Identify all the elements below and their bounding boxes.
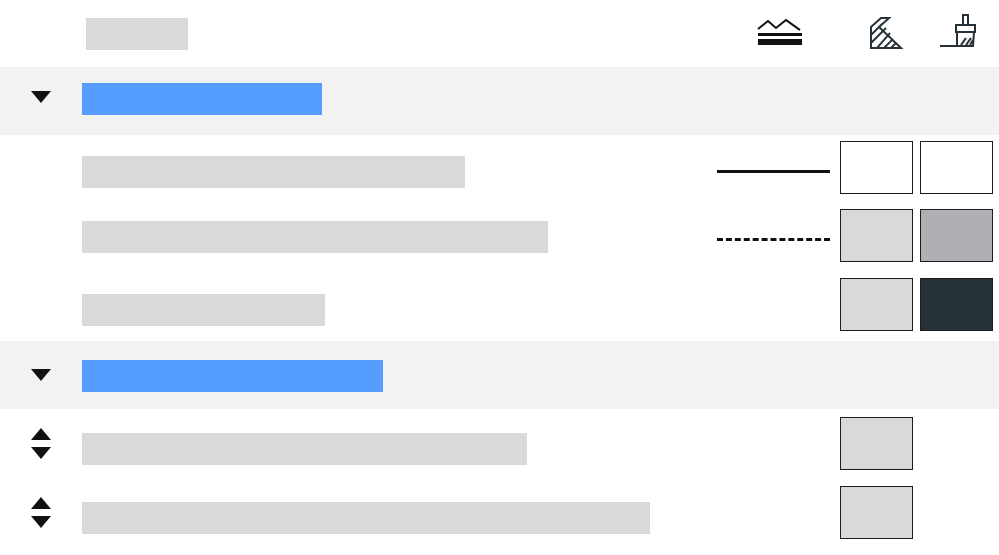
group-title-placeholder — [82, 83, 322, 115]
group-title-placeholder — [82, 360, 383, 392]
collapse-arrow-icon[interactable] — [31, 91, 51, 103]
color-swatch[interactable] — [840, 486, 913, 539]
solid-line-style — [717, 170, 830, 173]
collapse-arrow-icon[interactable] — [31, 369, 51, 381]
row-label-placeholder — [82, 502, 650, 534]
dashed-line-style — [717, 238, 830, 241]
hatch-fill-icon[interactable] — [868, 15, 904, 51]
fill-color-swatch[interactable] — [920, 141, 993, 194]
stroke-color-swatch[interactable] — [840, 141, 913, 194]
group-header-1[interactable] — [0, 67, 999, 135]
terrain-layers-icon[interactable] — [756, 15, 804, 49]
group-header-2[interactable] — [0, 341, 999, 409]
stroke-color-swatch[interactable] — [840, 209, 913, 262]
fill-color-swatch[interactable] — [920, 278, 993, 331]
row-label-placeholder — [82, 294, 325, 326]
row-label-placeholder — [82, 433, 527, 465]
fill-color-swatch[interactable] — [920, 209, 993, 262]
stroke-color-swatch[interactable] — [840, 278, 913, 331]
row-label-placeholder — [82, 221, 548, 253]
sort-down-icon[interactable] — [31, 447, 51, 459]
sort-up-icon[interactable] — [31, 428, 51, 440]
sort-down-icon[interactable] — [31, 516, 51, 528]
color-swatch[interactable] — [840, 417, 913, 470]
paint-brush-icon[interactable] — [938, 12, 980, 52]
row-label-placeholder — [82, 156, 465, 188]
sort-up-icon[interactable] — [31, 497, 51, 509]
header-title-placeholder — [86, 18, 188, 50]
